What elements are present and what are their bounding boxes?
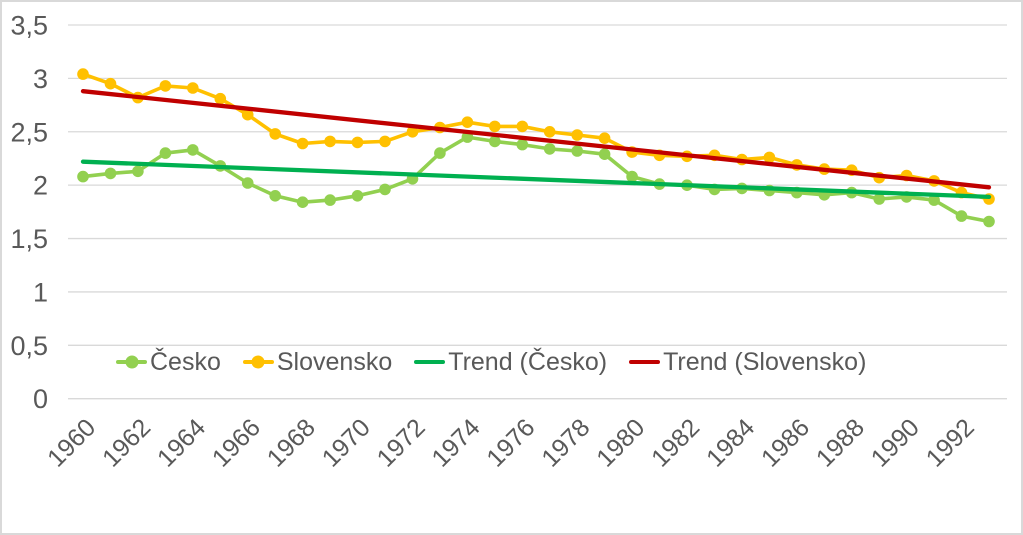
legend-label-trend-cesko: Trend (Česko) (448, 347, 608, 376)
y-tick-label: 3 (33, 64, 48, 94)
series-česko[interactable] (77, 131, 995, 228)
data-point-marker[interactable] (598, 132, 611, 144)
legend-swatch-line-icon (414, 360, 446, 364)
y-tick-label: 2,5 (10, 117, 48, 147)
x-axis-labels: 1960196219641966196819701972197419761978… (42, 413, 980, 472)
data-point-marker[interactable] (983, 215, 995, 228)
data-point-marker[interactable] (763, 151, 776, 164)
x-tick-label: 1980 (591, 413, 650, 472)
x-tick-label: 1982 (646, 413, 705, 472)
y-tick-label: 0 (33, 384, 48, 414)
data-point-marker[interactable] (269, 190, 282, 202)
data-point-marker[interactable] (516, 138, 529, 151)
data-point-marker[interactable] (324, 135, 336, 148)
x-tick-label: 1986 (756, 413, 815, 472)
x-tick-label: 1978 (536, 413, 595, 472)
trendline-trend-česko-[interactable] (80, 159, 992, 200)
legend-item-slovensko[interactable]: Slovensko (242, 347, 393, 376)
data-point-marker[interactable] (928, 194, 940, 206)
data-point-marker[interactable] (571, 145, 583, 157)
y-tick-label: 1,5 (10, 224, 48, 254)
x-tick-label: 1992 (921, 413, 980, 472)
data-point-marker[interactable] (104, 77, 117, 90)
x-tick-label: 1960 (42, 413, 101, 472)
data-point-marker[interactable] (461, 116, 474, 128)
y-tick-label: 2 (33, 171, 48, 201)
x-tick-label: 1990 (866, 413, 925, 472)
trendline-trend-slovensko-[interactable] (80, 89, 992, 190)
data-point-marker[interactable] (351, 136, 364, 149)
x-tick-label: 1976 (481, 413, 540, 472)
x-tick-label: 1964 (152, 413, 211, 472)
gridlines (68, 24, 1007, 400)
legend-item-trend-slovensko[interactable]: Trend (Slovensko) (629, 347, 867, 376)
y-tick-label: 3,5 (10, 11, 48, 41)
data-point-marker[interactable] (214, 92, 227, 105)
data-point-marker[interactable] (543, 126, 556, 138)
x-tick-label: 1968 (262, 413, 321, 472)
data-point-marker[interactable] (159, 147, 172, 159)
chart-legend: Česko Slovensko Trend (Česko) Trend (Slo… (116, 344, 866, 380)
data-point-marker[interactable] (296, 137, 309, 150)
data-point-marker[interactable] (77, 170, 89, 183)
data-point-marker[interactable] (543, 143, 556, 155)
data-point-marker[interactable] (269, 128, 282, 140)
data-point-marker[interactable] (241, 177, 254, 189)
x-tick-label: 1988 (811, 413, 870, 472)
data-point-marker[interactable] (489, 120, 501, 133)
data-point-marker[interactable] (598, 148, 611, 160)
y-tick-label: 0,5 (10, 331, 48, 361)
data-point-marker[interactable] (571, 129, 583, 141)
x-tick-label: 1966 (207, 413, 266, 472)
data-point-marker[interactable] (77, 68, 89, 80)
x-tick-label: 1984 (701, 413, 760, 472)
data-point-marker[interactable] (873, 193, 885, 205)
data-point-marker[interactable] (379, 135, 391, 148)
x-tick-label: 1974 (426, 413, 485, 472)
data-point-marker[interactable] (379, 183, 391, 196)
legend-swatch-line-marker-icon (116, 355, 147, 369)
legend-swatch-line-icon (629, 360, 661, 364)
x-tick-label: 1962 (97, 413, 156, 472)
y-tick-label: 1 (33, 277, 48, 307)
y-axis-labels: 0 0,5 1 1,5 2 2,5 3 3,5 (10, 11, 48, 415)
series-slovensko[interactable] (77, 68, 995, 205)
x-tick-label: 1970 (317, 413, 376, 472)
data-point-marker[interactable] (104, 167, 117, 180)
data-point-marker[interactable] (351, 190, 364, 202)
data-point-marker[interactable] (516, 120, 529, 133)
data-point-marker[interactable] (626, 170, 638, 183)
data-point-marker[interactable] (434, 147, 446, 159)
data-point-marker[interactable] (406, 126, 419, 138)
data-point-marker[interactable] (187, 82, 199, 94)
data-point-marker[interactable] (132, 165, 144, 178)
data-point-marker[interactable] (324, 194, 336, 206)
legend-swatch-line-marker-icon (242, 355, 274, 369)
data-point-marker[interactable] (296, 196, 309, 208)
legend-label-slovensko: Slovensko (276, 347, 393, 376)
legend-item-cesko[interactable]: Česko (116, 347, 221, 376)
x-tick-label: 1972 (372, 413, 431, 472)
legend-item-trend-cesko[interactable]: Trend (Česko) (414, 347, 608, 376)
data-point-marker[interactable] (955, 210, 968, 222)
data-point-marker[interactable] (241, 108, 254, 121)
legend-label-trend-slovensko: Trend (Slovensko) (663, 347, 867, 376)
legend-label-cesko: Česko (150, 347, 221, 376)
data-point-marker[interactable] (159, 80, 172, 92)
data-point-marker[interactable] (187, 144, 199, 156)
data-point-marker[interactable] (489, 135, 501, 148)
series-line (82, 135, 990, 224)
